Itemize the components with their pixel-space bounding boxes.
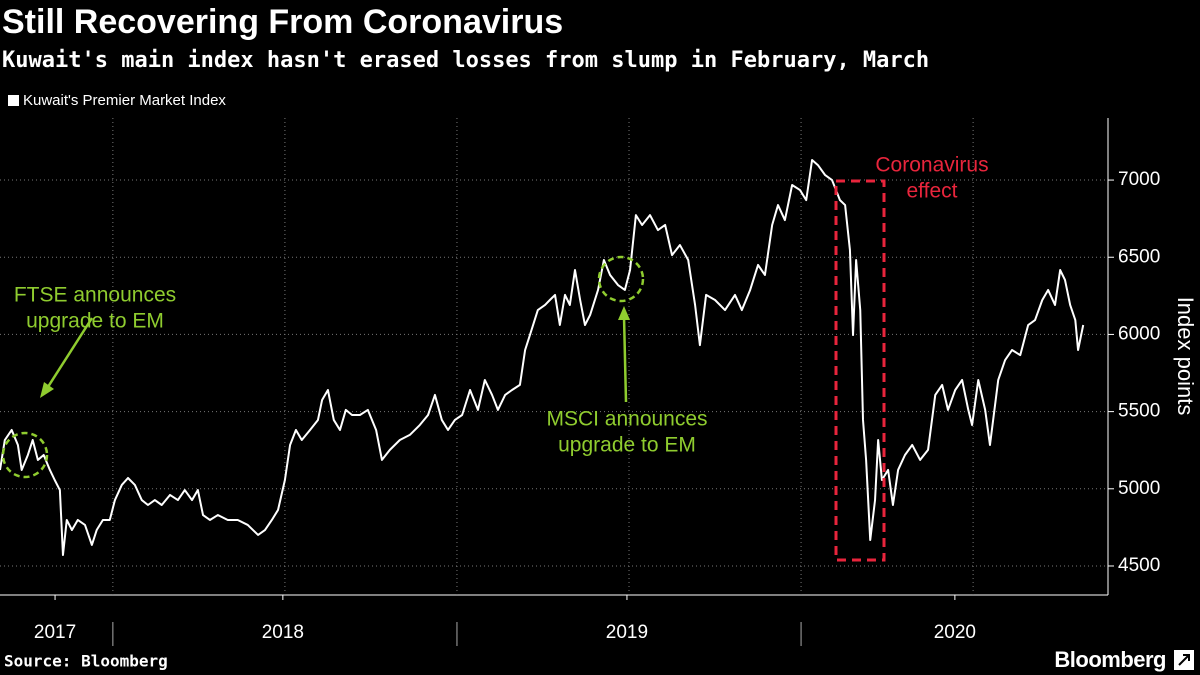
x-tick-label: 2019 [606,622,648,643]
x-tick-label: 2017 [34,622,76,643]
y-tick-label: 6500 [1118,246,1160,267]
annotations: FTSE announces upgrade to EM MSCI announ… [14,154,989,457]
y-tick-label: 7000 [1118,169,1160,190]
y-tick-label: 5500 [1118,401,1160,422]
series-line [0,158,1085,557]
annotation: Coronavirus [875,154,988,177]
x-tick-label: 2020 [934,622,976,643]
annotation: MSCI announces [546,408,707,431]
msci-arrowhead [618,306,630,320]
y-axis-label: Index points [1173,297,1198,416]
grid: 4500 5000 5500 6000 6500 7000 2017 2018 2019 2020 [0,118,1160,646]
legend-label: Kuwait's Premier Market Index [23,92,226,109]
y-tick-label: 5000 [1118,478,1160,499]
y-tick-label: 4500 [1118,555,1160,576]
brand-icon-arrow [1178,654,1190,666]
x-tick-label: 2018 [262,622,304,643]
chart-title: Still Recovering From Coronavirus [2,3,563,41]
brand: Bloomberg [1054,647,1166,672]
y-tick-label: 6000 [1118,323,1160,344]
annotation-shapes [1,179,886,562]
legend-swatch [8,95,19,106]
annotation: effect [907,180,958,203]
annotation: FTSE announces [14,284,176,307]
ftse-arrow [44,317,94,391]
msci-circle [597,255,645,303]
chart-subtitle: Kuwait's main index hasn't erased losses… [2,48,929,73]
msci-arrow [622,315,628,403]
source: Source: Bloomberg [4,652,168,671]
coronavirus-box [834,179,886,562]
ftse-arrowhead [40,382,54,398]
ftse-circle [1,431,49,479]
plot [0,158,1085,557]
annotation: upgrade to EM [558,434,696,457]
annotation: upgrade to EM [26,310,164,333]
